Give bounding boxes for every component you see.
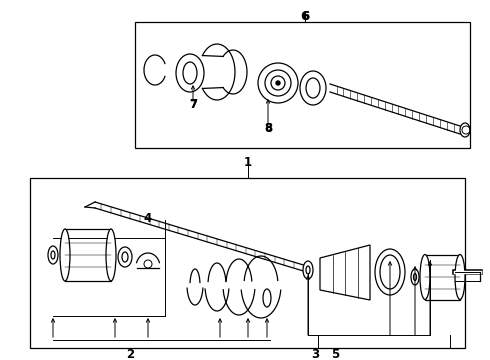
Ellipse shape (48, 246, 58, 264)
Ellipse shape (106, 229, 116, 281)
Ellipse shape (306, 78, 320, 98)
Text: 8: 8 (264, 122, 272, 135)
Ellipse shape (411, 269, 419, 285)
Ellipse shape (375, 249, 405, 295)
Text: 6: 6 (301, 10, 309, 23)
Bar (30, 178, 465, 348)
Text: 8: 8 (264, 123, 272, 133)
Ellipse shape (303, 261, 313, 279)
Circle shape (276, 81, 280, 85)
Text: 3: 3 (311, 348, 319, 360)
Ellipse shape (414, 274, 416, 280)
Ellipse shape (263, 289, 271, 307)
Text: 6: 6 (301, 10, 309, 23)
Ellipse shape (380, 255, 400, 289)
Bar (65, 229, 111, 281)
Bar (425, 255, 460, 300)
Text: 7: 7 (189, 99, 197, 112)
Text: 7: 7 (189, 100, 197, 110)
Text: 1: 1 (244, 157, 252, 170)
Ellipse shape (183, 62, 197, 84)
Ellipse shape (176, 54, 204, 92)
Ellipse shape (60, 229, 70, 281)
Ellipse shape (460, 123, 470, 137)
Ellipse shape (51, 251, 55, 259)
Ellipse shape (300, 71, 326, 105)
Text: 5: 5 (331, 348, 339, 360)
Ellipse shape (118, 247, 132, 267)
Ellipse shape (306, 266, 310, 274)
Text: 4: 4 (144, 211, 152, 225)
Polygon shape (320, 245, 370, 300)
Ellipse shape (455, 255, 465, 300)
Ellipse shape (122, 252, 128, 262)
Ellipse shape (420, 255, 430, 300)
Text: 2: 2 (126, 348, 134, 360)
Bar (135, 22, 470, 148)
